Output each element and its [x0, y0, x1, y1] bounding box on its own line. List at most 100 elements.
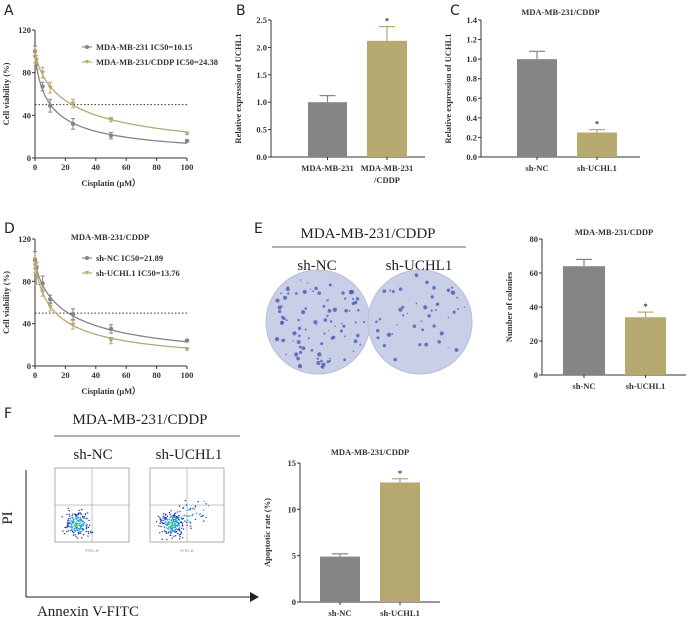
panel-label-b: B	[236, 3, 246, 19]
event-dot	[188, 509, 191, 511]
event-dot	[72, 534, 75, 536]
flow-cytometry-plots: FITC-H FITC-H	[54, 467, 225, 553]
event-dot	[87, 512, 89, 514]
colony	[297, 326, 302, 331]
significance-marker: *	[643, 301, 647, 311]
colony	[427, 314, 431, 318]
annexin-axis-label: Annexin V-FITC	[37, 604, 139, 620]
event-dot	[168, 511, 171, 514]
colony	[354, 321, 357, 324]
event-dot	[72, 520, 74, 522]
event-dot	[194, 518, 197, 521]
event-dot	[178, 524, 181, 527]
y-tick-label: 5	[292, 551, 296, 561]
event-dot	[70, 519, 72, 521]
colony	[327, 308, 332, 313]
event-dot	[184, 514, 186, 517]
event-dot	[88, 524, 91, 526]
colony	[317, 352, 322, 357]
event-dot	[176, 520, 178, 522]
colony	[316, 357, 319, 360]
event-dot	[170, 529, 172, 532]
panel-label-a: A	[4, 3, 14, 19]
colony	[415, 302, 418, 305]
event-dot	[87, 535, 89, 537]
colony	[341, 291, 345, 295]
colony	[300, 279, 302, 281]
chart-title: MDA-MB-231/CDDP	[331, 447, 409, 457]
legend-label: MDA-MB-231/CDDP IC50=24.38	[96, 57, 218, 67]
event-dot	[71, 528, 73, 530]
colony	[439, 331, 444, 336]
colony	[294, 352, 299, 357]
colony	[435, 302, 440, 306]
event-dot	[76, 516, 78, 519]
event-dot	[162, 522, 164, 524]
event-dot	[175, 519, 177, 522]
event-dot	[173, 519, 175, 521]
event-dot	[171, 537, 173, 539]
event-dot	[91, 531, 94, 534]
chart-d: 0 40 80 120 Cell viability (%) MDA-MB-231/CDD…	[1, 232, 193, 396]
event-dot	[180, 531, 182, 533]
x-tick-label: 20	[61, 370, 70, 380]
x-tick-label: 80	[152, 162, 161, 172]
event-dot	[79, 520, 82, 522]
colony	[423, 305, 428, 310]
event-dot	[186, 521, 188, 524]
event-dot	[178, 529, 181, 531]
colony	[328, 330, 330, 332]
x-tick-label: 0	[33, 370, 37, 380]
colony	[280, 315, 284, 319]
colony	[339, 329, 343, 333]
event-dot	[189, 509, 192, 511]
event-dot	[68, 522, 70, 525]
y-tick-label: 0.6	[466, 93, 477, 103]
colony	[298, 345, 302, 349]
y-axis-label: Number of colonies	[504, 271, 514, 342]
significance-marker: *	[385, 16, 389, 26]
event-dot	[72, 517, 74, 519]
event-dot	[159, 520, 162, 522]
event-dot	[67, 507, 70, 510]
event-dot	[80, 513, 82, 516]
event-dot	[82, 534, 85, 536]
colony	[287, 292, 290, 295]
event-dot	[76, 537, 78, 539]
event-dot	[87, 530, 89, 533]
event-dot	[203, 509, 205, 511]
event-dot	[171, 526, 174, 528]
legend-marker	[85, 60, 89, 64]
event-dot	[90, 530, 92, 533]
x-tick-label: 20	[61, 162, 70, 172]
colony	[344, 335, 346, 338]
event-dot	[83, 522, 86, 524]
event-dot	[165, 522, 167, 524]
colony	[329, 357, 331, 360]
event-dot	[197, 500, 199, 503]
colony	[418, 343, 422, 347]
colony	[302, 289, 307, 295]
event-dot	[171, 522, 174, 524]
colony	[320, 365, 323, 368]
y-tick-label: 0	[27, 153, 31, 163]
colony	[280, 321, 284, 325]
event-dot	[173, 527, 175, 529]
event-dot	[68, 513, 71, 515]
x-axis-label: Cisplatin (μM）	[81, 386, 140, 396]
colony	[382, 343, 387, 348]
event-dot	[160, 519, 163, 521]
event-dot	[72, 531, 74, 533]
event-dot	[162, 515, 165, 517]
event-dot	[75, 524, 78, 526]
colony	[294, 292, 298, 295]
event-dot	[170, 510, 172, 512]
colony	[452, 310, 456, 314]
event-dot	[161, 538, 163, 540]
event-dot	[186, 509, 189, 511]
event-dot	[163, 513, 165, 515]
event-dot	[202, 514, 204, 517]
event-dot	[188, 515, 191, 518]
flow-plot-sh-nc: FITC-H	[54, 467, 130, 553]
y-tick-label: 2.5	[256, 15, 267, 25]
